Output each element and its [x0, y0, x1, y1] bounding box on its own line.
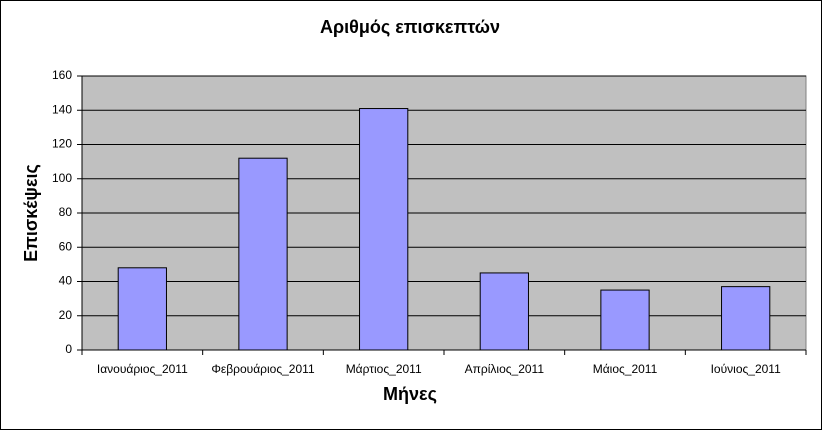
bar	[479, 272, 529, 351]
x-tick-label: Ιούνιος_2011	[711, 362, 781, 376]
x-tick-label: Φεβρουάριος_2011	[211, 362, 315, 376]
bar	[721, 286, 771, 351]
x-tick-label: Απρίλιος_2011	[465, 362, 545, 376]
y-tick-label: 100	[52, 171, 72, 185]
x-axis-title: Μήνες	[383, 384, 437, 404]
bar	[238, 157, 288, 351]
bar	[117, 267, 167, 351]
y-tick-label: 20	[59, 308, 73, 322]
y-axis-title: Επισκέψεις	[21, 164, 41, 262]
x-tick-label: Μάρτιος_2011	[346, 362, 422, 376]
x-tick-label: Ιανουάριος_2011	[97, 362, 188, 376]
y-tick-label: 160	[52, 68, 72, 82]
y-tick-label: 40	[59, 274, 73, 288]
y-tick-label: 60	[59, 239, 73, 253]
x-tick-label: Μάιος_2011	[593, 362, 658, 376]
chart-title: Αριθμός επισκεπτών	[320, 17, 500, 37]
bar	[600, 289, 650, 351]
y-tick-label: 140	[52, 102, 72, 116]
bar	[359, 108, 409, 351]
y-tick-label: 80	[59, 205, 73, 219]
y-tick-label: 120	[52, 137, 72, 151]
y-tick-label: 0	[65, 342, 72, 356]
